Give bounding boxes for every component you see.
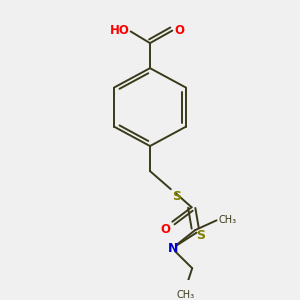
- Text: CH₃: CH₃: [218, 214, 236, 224]
- Text: O: O: [174, 23, 184, 37]
- Text: S: S: [172, 190, 181, 203]
- Text: CH₃: CH₃: [177, 290, 195, 300]
- Text: HO: HO: [110, 24, 130, 38]
- Text: O: O: [161, 223, 171, 236]
- Text: S: S: [196, 229, 206, 242]
- Text: N: N: [168, 242, 178, 255]
